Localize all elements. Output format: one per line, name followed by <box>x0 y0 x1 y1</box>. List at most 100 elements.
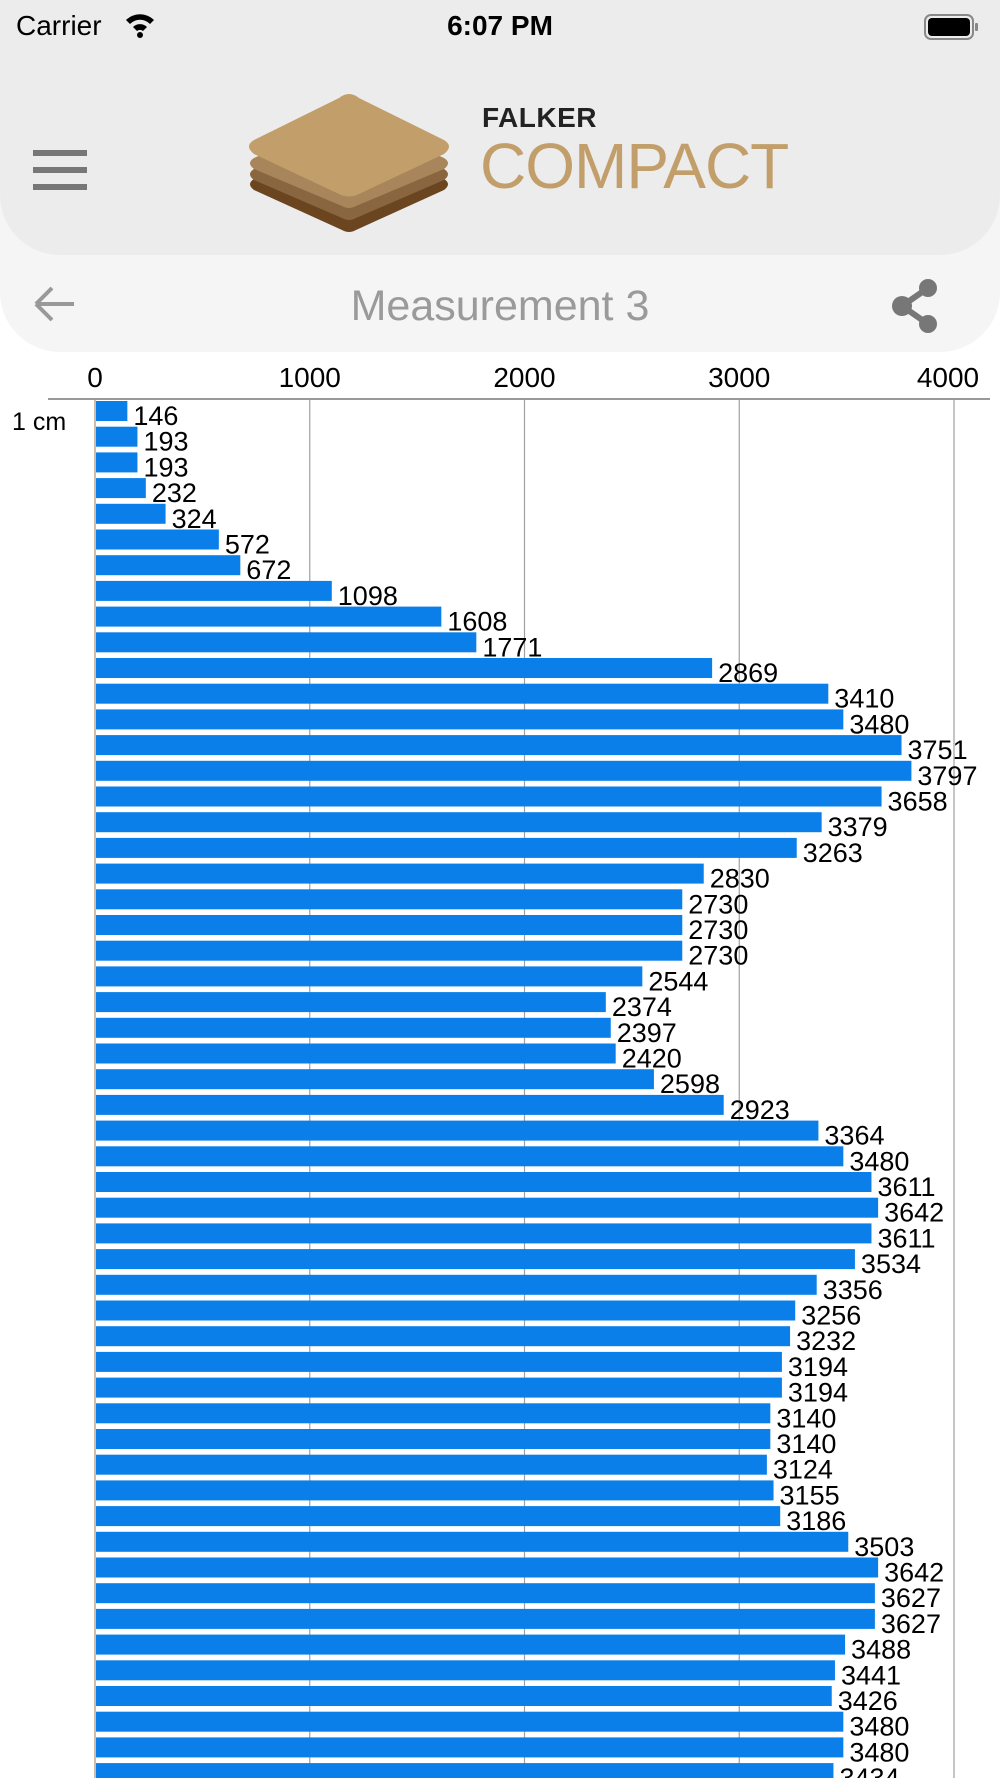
data-label: 3256 <box>801 1301 861 1331</box>
share-icon[interactable] <box>888 278 944 334</box>
bar <box>96 1711 844 1732</box>
bar <box>96 580 332 601</box>
data-label: 572 <box>225 530 270 560</box>
bar <box>96 786 882 807</box>
bar <box>96 1763 834 1778</box>
data-label: 3797 <box>917 761 977 791</box>
bar <box>96 1146 844 1167</box>
bar <box>96 1172 872 1192</box>
bar <box>96 863 704 884</box>
status-bar: Carrier 6:07 PM <box>0 0 1000 60</box>
data-label: 3503 <box>854 1532 914 1562</box>
data-label: 193 <box>143 452 188 482</box>
clock: 6:07 PM <box>447 10 553 41</box>
x-tick-label: 4000 <box>917 362 979 393</box>
data-label: 2544 <box>648 966 708 996</box>
data-label: 3194 <box>788 1352 848 1382</box>
bar <box>96 1069 654 1090</box>
bar <box>96 915 683 935</box>
data-label: 3356 <box>823 1275 883 1305</box>
data-label: 1608 <box>447 607 507 637</box>
bar <box>96 1686 832 1706</box>
bar <box>96 1274 817 1295</box>
data-label: 3364 <box>824 1121 884 1151</box>
bar <box>96 1557 879 1578</box>
data-label: 3186 <box>786 1506 846 1536</box>
back-arrow-icon[interactable] <box>32 284 76 324</box>
data-label: 1098 <box>338 581 398 611</box>
x-tick-label: 1000 <box>279 362 341 393</box>
menu-line <box>33 184 87 190</box>
data-label: 3410 <box>834 684 894 714</box>
bar <box>96 1531 849 1552</box>
data-label: 2730 <box>688 941 748 971</box>
data-label: 3488 <box>851 1635 911 1665</box>
bar <box>96 1120 819 1141</box>
bar <box>96 837 797 858</box>
bar <box>96 1660 835 1681</box>
data-label: 3611 <box>877 1172 935 1202</box>
bar <box>96 1506 781 1527</box>
data-label: 3627 <box>881 1583 941 1613</box>
carrier-label: Carrier <box>16 10 102 41</box>
wifi-icon <box>126 14 154 38</box>
bar <box>96 1377 782 1398</box>
data-label: 2730 <box>688 915 748 945</box>
y-label: 1 cm <box>12 408 66 436</box>
data-label: 672 <box>246 555 291 585</box>
data-label: 3642 <box>884 1558 944 1588</box>
data-label: 3751 <box>908 735 968 765</box>
bar <box>96 889 683 910</box>
data-label: 3140 <box>776 1403 836 1433</box>
data-label: 2374 <box>612 992 672 1022</box>
bar <box>96 658 713 678</box>
bar <box>96 1351 782 1372</box>
data-label: 3155 <box>780 1480 840 1510</box>
data-label: 3379 <box>828 812 888 842</box>
data-label: 2598 <box>660 1069 720 1099</box>
bar <box>96 1223 872 1244</box>
menu-line <box>33 150 87 156</box>
page-title: Measurement 3 <box>350 282 650 330</box>
data-label: 3480 <box>849 1737 909 1767</box>
data-label: 2730 <box>688 889 748 919</box>
brand-bottom: COMPACT <box>480 130 789 202</box>
brand-logo-icon <box>249 94 449 232</box>
bar <box>96 760 912 781</box>
bar <box>96 812 822 833</box>
bar <box>96 555 241 576</box>
data-label: 3627 <box>881 1609 941 1639</box>
bar <box>96 503 166 524</box>
bar <box>96 1017 611 1038</box>
bar <box>96 1403 771 1424</box>
data-label: 2869 <box>718 658 778 688</box>
data-label: 3194 <box>788 1378 848 1408</box>
data-label: 324 <box>172 504 217 534</box>
data-label: 2397 <box>617 1018 677 1048</box>
bar <box>96 683 829 704</box>
data-label: 3124 <box>773 1455 833 1485</box>
bar <box>96 606 442 627</box>
data-label: 3534 <box>861 1249 921 1279</box>
bar <box>96 735 902 756</box>
bar <box>96 452 138 473</box>
bar <box>96 1197 879 1218</box>
x-tick-label: 3000 <box>708 362 770 393</box>
data-label: 3658 <box>888 787 948 817</box>
bar <box>96 1583 875 1604</box>
data-label: 3426 <box>838 1686 898 1716</box>
data-label: 3480 <box>849 1712 909 1742</box>
bar <box>96 1429 771 1449</box>
data-label: 3642 <box>884 1198 944 1228</box>
bar <box>96 426 138 447</box>
bar <box>96 632 477 653</box>
x-tick-label: 2000 <box>493 362 555 393</box>
menu-button[interactable] <box>33 150 87 190</box>
menu-line <box>33 167 87 173</box>
bar <box>96 966 643 987</box>
data-label: 3232 <box>796 1326 856 1356</box>
data-label: 2923 <box>730 1095 790 1125</box>
bar <box>96 1043 616 1064</box>
x-tick-label: 0 <box>87 362 103 393</box>
